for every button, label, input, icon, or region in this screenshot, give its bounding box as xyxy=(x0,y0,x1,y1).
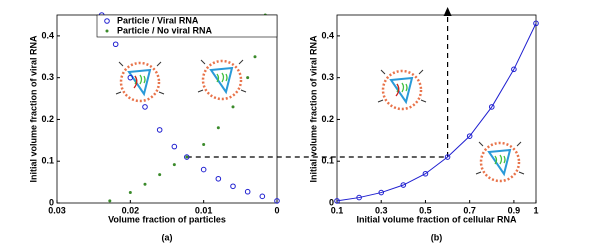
marker xyxy=(216,126,220,130)
marker xyxy=(230,183,236,190)
marker xyxy=(127,74,134,81)
marker xyxy=(422,170,429,177)
legend-marker xyxy=(104,18,110,24)
marker xyxy=(185,155,189,159)
marker xyxy=(184,154,190,160)
y-tick-label: 0.1 xyxy=(321,156,334,166)
marker xyxy=(128,191,132,195)
plot-frame xyxy=(56,14,278,204)
y-tick-label: 0.2 xyxy=(321,114,334,124)
marker xyxy=(142,104,148,110)
marker xyxy=(143,182,147,186)
marker xyxy=(231,105,235,109)
marker xyxy=(215,175,222,182)
marker xyxy=(200,166,207,173)
y-tick-label: 0 xyxy=(49,197,54,207)
panel-label: (b) xyxy=(431,232,443,242)
marker xyxy=(400,182,407,188)
x-tick-label: 0.03 xyxy=(48,205,66,215)
marker xyxy=(253,55,257,59)
x-tick-label: 1 xyxy=(533,205,538,215)
y-tick-label: 0.3 xyxy=(41,72,54,82)
x-tick-label: 0.02 xyxy=(122,205,140,215)
legend-label: Particle / Viral RNA xyxy=(117,15,199,25)
marker xyxy=(356,194,362,201)
y-axis-label: Initial volume fraction of viral RNA xyxy=(28,35,38,183)
marker xyxy=(259,193,266,200)
marker xyxy=(511,66,517,73)
y-tick-label: 0.2 xyxy=(41,114,54,124)
marker xyxy=(246,76,250,80)
legend-label: Particle / No viral RNA xyxy=(117,25,213,35)
panel-label: (a) xyxy=(162,232,173,242)
marker xyxy=(444,154,451,160)
x-tick-label: 0.1 xyxy=(331,205,344,215)
marker xyxy=(156,127,163,133)
x-tick-label: 0.7 xyxy=(463,205,476,215)
x-tick-label: 0.9 xyxy=(508,205,521,215)
marker xyxy=(274,198,280,204)
y-tick-label: 0 xyxy=(329,197,334,207)
x-tick-label: 0.01 xyxy=(195,205,213,215)
arrow-head xyxy=(443,7,452,16)
marker xyxy=(171,143,178,150)
line xyxy=(336,23,537,202)
x-tick-label: 0.3 xyxy=(375,205,388,215)
y-tick-label: 0.1 xyxy=(41,156,54,166)
marker xyxy=(112,41,119,48)
x-axis-label: Volume fraction of particles xyxy=(108,214,226,224)
marker xyxy=(466,133,473,139)
legend-marker xyxy=(105,29,109,33)
y-tick-label: 0.3 xyxy=(321,72,334,82)
x-axis-label: Initial volume fraction of cellular RNA xyxy=(356,214,517,224)
illustrations xyxy=(114,58,526,183)
y-tick-label: 0.4 xyxy=(321,30,334,40)
marker xyxy=(172,163,176,167)
y-tick-label: 0.4 xyxy=(41,30,54,40)
legend-box xyxy=(96,14,278,38)
x-tick-label: 0.5 xyxy=(419,205,432,215)
marker xyxy=(334,198,340,204)
guide-lines xyxy=(186,14,449,158)
marker xyxy=(378,189,385,196)
x-tick-label: 0 xyxy=(274,205,279,215)
marker xyxy=(244,188,251,195)
marker xyxy=(488,104,495,110)
y-axis-label: Initial volume fraction of viral RNA xyxy=(308,35,318,183)
marker xyxy=(202,143,206,147)
plot-frame xyxy=(336,14,537,204)
marker xyxy=(158,173,162,177)
marker xyxy=(533,20,539,27)
marker xyxy=(108,199,112,203)
